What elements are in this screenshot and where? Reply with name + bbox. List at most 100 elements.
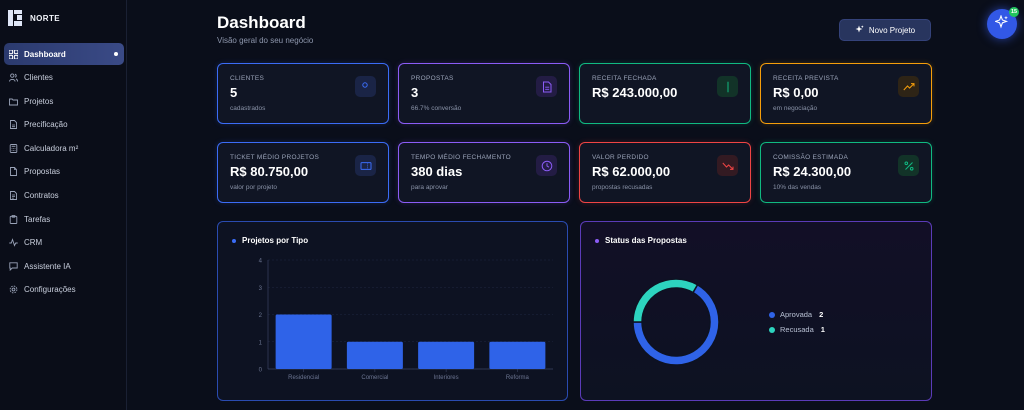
title-dot (232, 238, 236, 243)
donut-slice-recusada[interactable] (632, 278, 699, 323)
sidebar-item-projetos[interactable]: Projetos (4, 90, 124, 112)
stat-label: PROPOSTAS (411, 75, 454, 82)
legend-label: Recusada (780, 325, 814, 334)
legend-value: 1 (820, 325, 825, 334)
sidebar-item-clientes[interactable]: Clientes (4, 67, 124, 89)
stat-card-tempo-m-dio-fechamento[interactable]: TEMPO MÉDIO FECHAMENTO 380 dias para aprov… (398, 142, 570, 203)
stat-value: R$ 80.750,00 (230, 164, 309, 179)
stat-card-ticket-m-dio-projetos[interactable]: TICKET MÉDIO PROJETOS R$ 80.750,00 valor p… (217, 142, 389, 203)
file-icon (9, 120, 18, 130)
users-icon (355, 76, 376, 97)
sidebar-item-label: Contratos (24, 191, 59, 201)
dollar-icon (717, 76, 738, 97)
projects-bar-chart: 0 1 2 3 4 Residencial Comercial Interiores Refor… (259, 259, 553, 381)
sidebar-item-propostas[interactable]: Propostas (4, 161, 124, 183)
sidebar-item-crm[interactable]: CRM (4, 232, 124, 254)
grid-icon (9, 49, 18, 59)
sidebar-item-calculadora[interactable]: Calculadora m² (4, 137, 124, 159)
x-tick-label: Reforma (506, 375, 530, 381)
stat-card-valor-perdido[interactable]: VALOR PERDIDO R$ 62.000,00 propostas recus… (579, 142, 751, 203)
stat-value: R$ 0,00 (773, 85, 819, 100)
trending-up-icon (898, 76, 919, 97)
sidebar-item-label: Dashboard (24, 49, 66, 59)
sidebar: NORTE Dashboard Clientes Projetos P (0, 0, 127, 410)
bar-reforma (489, 341, 546, 369)
stat-value: R$ 24.300,00 (773, 164, 852, 179)
stat-subtext: para aprovar (411, 184, 448, 191)
stat-subtext: em negociação (773, 105, 818, 112)
bar-residencial (275, 314, 332, 369)
stat-subtext: cadastrados (230, 105, 266, 112)
document-icon (536, 76, 557, 97)
sidebar-nav: Dashboard Clientes Projetos Precificação (4, 43, 124, 303)
donut-legend: Aprovada 2 Recusada 1 (769, 307, 825, 337)
percent-icon (898, 155, 919, 176)
stat-value: 380 dias (411, 164, 463, 179)
stat-value: R$ 62.000,00 (592, 164, 671, 179)
y-tick-label: 3 (259, 286, 263, 292)
sparkle-icon (855, 24, 864, 36)
x-tick-label: Comercial (361, 375, 388, 381)
stat-label: RECEITA FECHADA (592, 75, 657, 82)
page-title: Dashboard (217, 13, 306, 32)
gear-icon (9, 285, 18, 294)
sidebar-item-configuracoes[interactable]: Configurações (4, 279, 124, 301)
stat-card-receita-fechada[interactable]: RECEITA FECHADA R$ 243.000,00 (579, 63, 751, 124)
x-tick-label: Residencial (288, 375, 319, 381)
stat-value: R$ 243.000,00 (592, 85, 678, 100)
stat-card-comiss-o-estimada[interactable]: COMISSÃO ESTIMADA R$ 24.300,00 10% das ven… (760, 142, 932, 203)
sidebar-item-tarefas[interactable]: Tarefas (4, 208, 124, 230)
stat-label: TICKET MÉDIO PROJETOS (230, 154, 320, 161)
legend-item-recusada[interactable]: Recusada 1 (769, 322, 825, 337)
brand-name: NORTE (30, 13, 60, 23)
logo-icon (8, 10, 22, 26)
sidebar-item-precificacao[interactable]: Precificação (4, 114, 124, 136)
stat-subtext: propostas recusadas (592, 184, 653, 191)
sidebar-item-label: Configurações (24, 285, 76, 295)
stat-label: VALOR PERDIDO (592, 154, 649, 161)
calculator-icon (9, 143, 18, 153)
stat-card-receita-prevista[interactable]: RECEITA PREVISTA R$ 0,00 em negociação (760, 63, 932, 124)
stat-subtext: 66.7% conversão (411, 105, 462, 112)
y-tick-label: 2 (259, 313, 263, 319)
new-project-label: Novo Projeto (868, 25, 916, 35)
legend-swatch (769, 311, 775, 318)
bar-interiores (418, 341, 475, 369)
sparkle-icon (993, 13, 1009, 34)
sidebar-item-label: Propostas (24, 167, 61, 177)
proposal-status-donut (632, 278, 720, 366)
stat-subtext: 10% das vendas (773, 184, 822, 191)
title-dot (595, 238, 599, 243)
chat-icon (9, 262, 18, 271)
projects-by-type-panel: Projetos por Tipo 0 1 2 3 4 Residencial Comerc… (217, 221, 568, 401)
projects-panel-title: Projetos por Tipo (242, 236, 309, 245)
legend-item-aprovada[interactable]: Aprovada 2 (769, 307, 825, 322)
stat-card-clientes[interactable]: CLIENTES 5 cadastrados (217, 63, 389, 124)
document-icon (9, 167, 18, 177)
stat-value: 5 (230, 85, 238, 100)
proposals-panel-title: Status das Propostas (605, 236, 687, 245)
sidebar-item-dashboard[interactable]: Dashboard (4, 43, 124, 65)
legend-swatch (769, 326, 775, 333)
stat-subtext: valor por projeto (230, 184, 277, 191)
clipboard-icon (9, 214, 18, 224)
new-project-button[interactable]: Novo Projeto (839, 19, 931, 41)
sidebar-item-assistente[interactable]: Assistente IA (4, 255, 124, 277)
sidebar-item-label: Assistente IA (24, 261, 71, 271)
proposal-status-panel: Status das Propostas Aprovada 2 Recusada… (580, 221, 932, 401)
sidebar-item-contratos[interactable]: Contratos (4, 185, 124, 207)
sidebar-item-label: Precificação (24, 120, 68, 130)
page-subtitle: Visão geral do seu negócio (217, 36, 314, 45)
stat-label: TEMPO MÉDIO FECHAMENTO (411, 154, 512, 161)
sidebar-item-label: Clientes (24, 73, 53, 83)
contract-icon (9, 191, 18, 201)
y-tick-label: 4 (259, 259, 263, 265)
brand-logo[interactable]: NORTE (8, 10, 60, 26)
stat-card-propostas[interactable]: PROPOSTAS 3 66.7% conversão (398, 63, 570, 124)
trending-down-icon (717, 155, 738, 176)
active-indicator (114, 52, 118, 56)
activity-icon (9, 238, 18, 247)
x-tick-label: Interiores (434, 375, 459, 381)
legend-value: 2 (819, 310, 824, 319)
y-tick-label: 0 (259, 368, 263, 374)
